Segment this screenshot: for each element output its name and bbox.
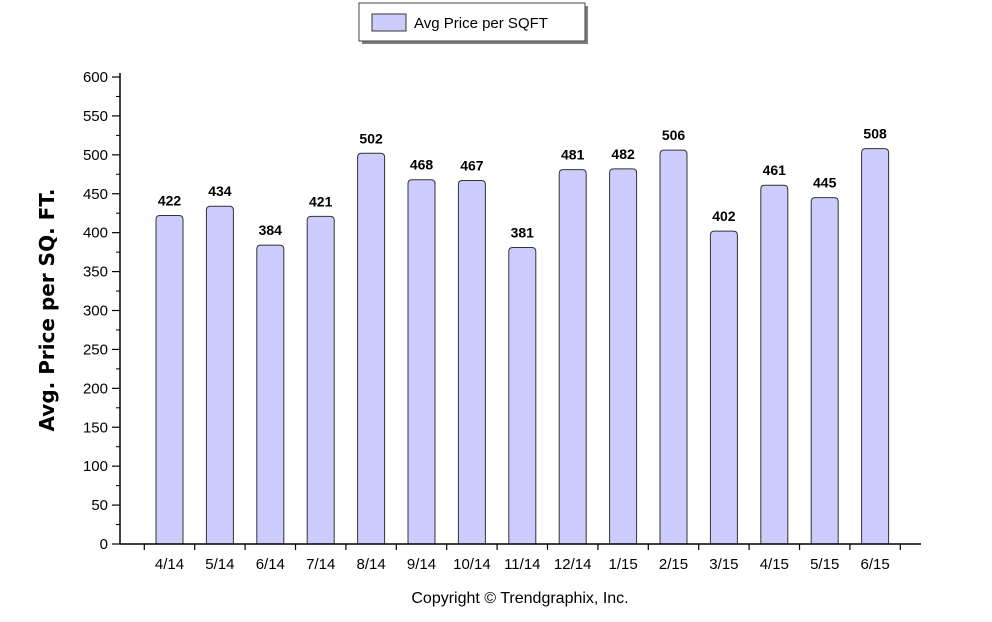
data-label-6/15: 508 [863, 126, 887, 142]
legend: Avg Price per SQFT [358, 2, 588, 44]
copyright-text: Copyright © Trendgraphix, Inc. [411, 590, 628, 607]
y-tick-label-350: 350 [83, 264, 108, 281]
x-tick-label-7/14: 7/14 [306, 556, 335, 573]
y-tick-label-500: 500 [83, 147, 108, 164]
bar-11/14 [508, 246, 537, 545]
x-tick-label-6/14: 6/14 [256, 556, 285, 573]
data-label-3/15: 402 [712, 208, 736, 224]
data-label-5/15: 445 [813, 175, 837, 191]
x-tick-label-4/14: 4/14 [155, 556, 184, 573]
bar-6/14 [256, 244, 285, 545]
bar-7/14 [306, 215, 335, 545]
bar-4/14 [155, 215, 184, 545]
y-tick-label-150: 150 [83, 419, 108, 436]
bar-5/15 [810, 197, 839, 545]
x-tick-label-2/15: 2/15 [659, 556, 688, 573]
bar-8/14 [357, 152, 386, 545]
y-tick-label-100: 100 [83, 458, 108, 475]
bar-9/14 [407, 179, 436, 545]
x-tick-label-4/15: 4/15 [760, 556, 789, 573]
data-label-4/15: 461 [763, 162, 787, 178]
axes-group: 0 50 100 150 200 250 300 350 400 450 500 550 600 4/14… [83, 69, 921, 573]
data-label-6/14: 384 [259, 222, 283, 238]
legend-label: Avg Price per SQFT [414, 15, 548, 32]
x-tick-label-5/15: 5/15 [810, 556, 839, 573]
x-tick-label-6/15: 6/15 [860, 556, 889, 573]
y-tick-label-600: 600 [83, 69, 108, 86]
data-label-4/14: 422 [158, 193, 182, 209]
data-label-11/14: 381 [511, 224, 535, 240]
bar-2/15 [659, 149, 688, 545]
x-tick-label-3/15: 3/15 [709, 556, 738, 573]
data-label-12/14: 481 [561, 147, 585, 163]
bar-10/14 [457, 180, 486, 545]
bar-12/14 [558, 169, 587, 545]
x-tick-label-1/15: 1/15 [608, 556, 637, 573]
x-tick-label-8/14: 8/14 [356, 556, 385, 573]
x-tick-label-10/14: 10/14 [453, 556, 491, 573]
data-label-5/14: 434 [208, 183, 232, 199]
y-tick-label-400: 400 [83, 225, 108, 242]
y-tick-label-300: 300 [83, 303, 108, 320]
bar-1/15 [609, 168, 638, 545]
bar-6/15 [861, 148, 890, 545]
bar-4/15 [760, 184, 789, 545]
y-tick-label-550: 550 [83, 108, 108, 125]
x-tick-label-11/14: 11/14 [504, 556, 540, 573]
x-tick-label-9/14: 9/14 [407, 556, 436, 573]
bars-group: 422 434 384 421 502 468 467 381 481 482 506 402 461 4… [155, 126, 890, 545]
data-label-8/14: 502 [359, 130, 383, 146]
y-tick-label-0: 0 [100, 536, 108, 553]
legend-swatch [371, 13, 407, 32]
data-label-10/14: 467 [460, 158, 484, 174]
data-label-2/15: 506 [662, 127, 686, 143]
y-axis-title: Avg. Price per SQ. FT. [35, 189, 59, 432]
x-tick-label-5/14: 5/14 [205, 556, 234, 573]
y-tick-label-200: 200 [83, 380, 108, 397]
data-label-1/15: 482 [611, 146, 635, 162]
data-label-7/14: 421 [309, 193, 333, 209]
y-tick-label-50: 50 [91, 497, 108, 514]
x-tick-label-12/14: 12/14 [554, 556, 592, 573]
bar-3/15 [709, 230, 738, 545]
y-tick-label-450: 450 [83, 186, 108, 203]
data-label-9/14: 468 [410, 157, 434, 173]
bar-5/14 [205, 205, 234, 545]
y-tick-label-250: 250 [83, 341, 108, 358]
